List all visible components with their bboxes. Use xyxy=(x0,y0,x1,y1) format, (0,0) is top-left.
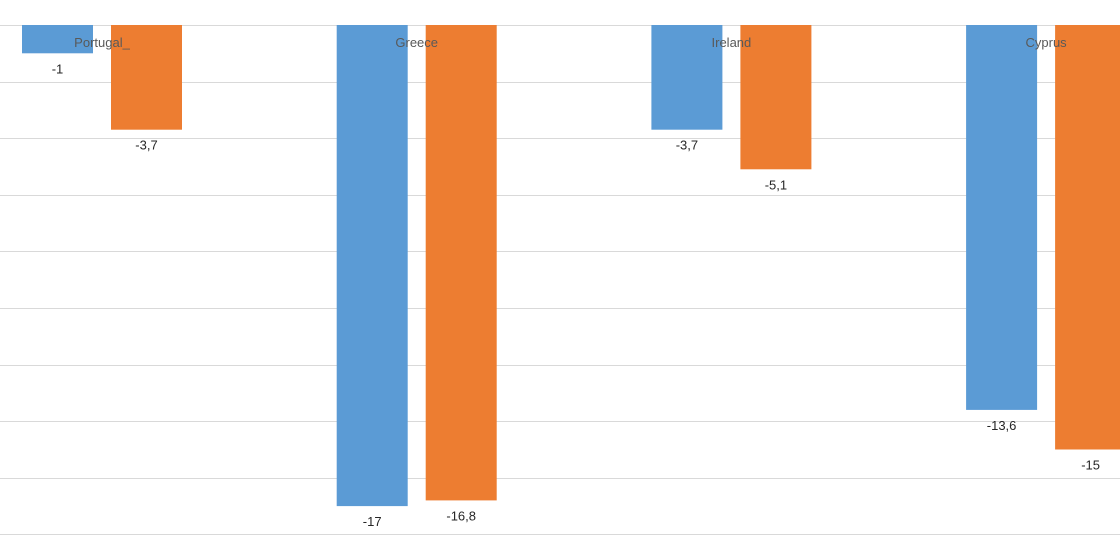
data-label: -16,8 xyxy=(446,508,476,523)
category-label: Greece xyxy=(395,35,438,50)
data-label: -3,7 xyxy=(676,138,698,153)
bar-greece-series-2 xyxy=(425,25,497,501)
bar-greece-series-1 xyxy=(336,25,408,507)
data-label: -1 xyxy=(52,61,64,76)
category-label: Cyprus xyxy=(1026,35,1068,50)
data-label: -13,6 xyxy=(987,418,1017,433)
bar-ireland-series-1 xyxy=(651,25,723,130)
category-label: Portugal_ xyxy=(74,35,130,50)
category-labels: Portugal_ Greece Ireland Cyprus xyxy=(74,35,1067,50)
bar-portugal-series-2 xyxy=(111,25,182,130)
gridlines xyxy=(0,25,1120,535)
bar-cyprus-series-2 xyxy=(1055,25,1120,450)
bar-ireland-series-2 xyxy=(740,25,812,170)
bars xyxy=(22,25,1120,507)
data-labels: -1 -3,7 -17 -16,8 -3,7 -5,1 -13,6 -15 xyxy=(52,61,1100,529)
category-label: Ireland xyxy=(712,35,752,50)
data-label: -3,7 xyxy=(135,138,157,153)
data-label: -5,1 xyxy=(765,177,787,192)
bar-portugal-series-1 xyxy=(22,25,93,54)
data-label: -17 xyxy=(363,514,382,529)
bar-cyprus-series-1 xyxy=(966,25,1038,410)
data-label: -15 xyxy=(1081,458,1100,473)
